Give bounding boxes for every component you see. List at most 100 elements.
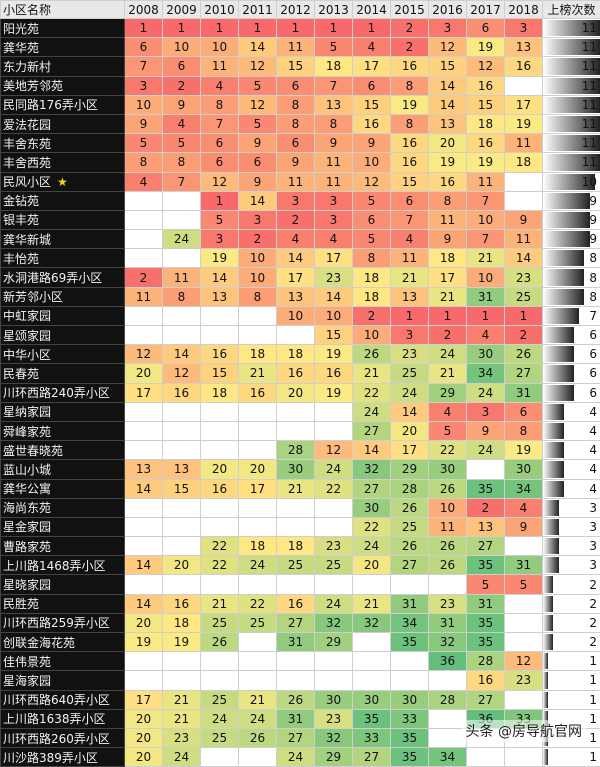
rank-cell: 11 [315,153,353,172]
header-year: 2018 [505,1,543,19]
empty-cell [201,498,239,517]
empty-cell [505,690,543,709]
rank-cell: 4 [315,230,353,249]
rank-cell: 30 [353,498,391,517]
rank-cell: 35 [391,728,429,747]
count-cell: 3 [543,556,600,575]
count-cell: 1 [543,652,600,671]
community-name-label: 蓝山小城 [3,463,51,477]
rank-cell: 30 [315,690,353,709]
rank-cell: 27 [467,537,505,556]
rank-cell: 12 [125,345,163,364]
rank-cell: 20 [125,709,163,728]
community-name-label: 民同路176弄小区 [3,98,98,112]
rank-cell: 30 [391,690,429,709]
rank-cell: 24 [467,383,505,402]
rank-cell: 24 [353,402,391,421]
rank-cell: 13 [125,460,163,479]
header-year: 2016 [429,1,467,19]
empty-cell [277,421,315,440]
rank-cell: 13 [277,287,315,306]
header-year: 2012 [277,1,315,19]
rank-cell: 33 [391,709,429,728]
community-name-label: 上川路1638弄小区 [3,712,106,726]
rank-cell: 15 [201,364,239,383]
community-name: 丰怡苑 [1,249,125,268]
rank-cell: 20 [125,364,163,383]
rank-cell: 21 [391,268,429,287]
rank-cell: 35 [467,613,505,632]
rank-cell: 29 [391,460,429,479]
rank-cell: 33 [353,728,391,747]
empty-cell [239,671,277,690]
rank-cell: 21 [429,287,467,306]
empty-cell [315,671,353,690]
count-bar [543,749,548,765]
rank-cell: 4 [201,76,239,95]
empty-cell [163,671,201,690]
count-bar [543,269,584,285]
empty-cell [201,306,239,325]
rank-cell: 7 [315,76,353,95]
community-name-label: 盛世春晓苑 [3,444,63,458]
empty-cell [125,402,163,421]
community-name: 龚华苑 [1,38,125,57]
rank-cell: 22 [201,537,239,556]
rank-cell: 11 [429,517,467,536]
rank-cell: 31 [429,613,467,632]
rank-cell: 6 [201,153,239,172]
count-cell: 11 [543,95,600,114]
rank-cell: 16 [391,134,429,153]
community-name: 蓝山小城 [1,460,125,479]
rank-cell: 15 [315,326,353,345]
rank-cell: 21 [163,709,201,728]
rank-cell: 14 [201,268,239,287]
rank-cell: 24 [277,748,315,767]
rank-cell: 27 [353,479,391,498]
community-name-label: 川环西路259弄小区 [3,616,110,630]
rank-cell: 1 [201,19,239,38]
rank-cell: 10 [163,38,201,57]
community-name-label: 海尚东苑 [3,501,51,515]
rank-cell: 11 [315,172,353,191]
rank-cell: 30 [429,460,467,479]
rank-cell: 18 [277,537,315,556]
community-name-label: 东力新村 [3,60,51,74]
count-cell: 6 [543,383,600,402]
rank-cell: 15 [163,479,201,498]
rank-cell: 35 [391,748,429,767]
rank-cell: 2 [391,38,429,57]
rank-cell: 18 [353,268,391,287]
rank-cell: 1 [239,19,277,38]
rank-cell: 24 [467,441,505,460]
rank-cell: 10 [353,153,391,172]
rank-cell: 10 [353,326,391,345]
count-value: 10 [582,175,597,189]
rank-cell: 14 [125,594,163,613]
rank-cell: 5 [467,575,505,594]
community-name-label: 爱法花园 [3,118,51,132]
count-bar [543,231,590,247]
rank-cell: 4 [277,230,315,249]
count-cell: 11 [543,19,600,38]
count-value: 9 [589,232,597,246]
community-name: 川环西路260弄小区 [1,728,125,747]
rank-cell: 3 [505,19,543,38]
rank-cell: 6 [505,402,543,421]
empty-cell [315,421,353,440]
community-name-label: 龚华苑 [3,41,39,55]
count-cell: 8 [543,287,600,306]
empty-cell [353,671,391,690]
rank-cell: 16 [505,57,543,76]
rank-cell: 18 [353,287,391,306]
header-year: 2008 [125,1,163,19]
count-value: 6 [589,347,597,361]
rank-cell: 22 [239,594,277,613]
rank-cell: 26 [429,537,467,556]
